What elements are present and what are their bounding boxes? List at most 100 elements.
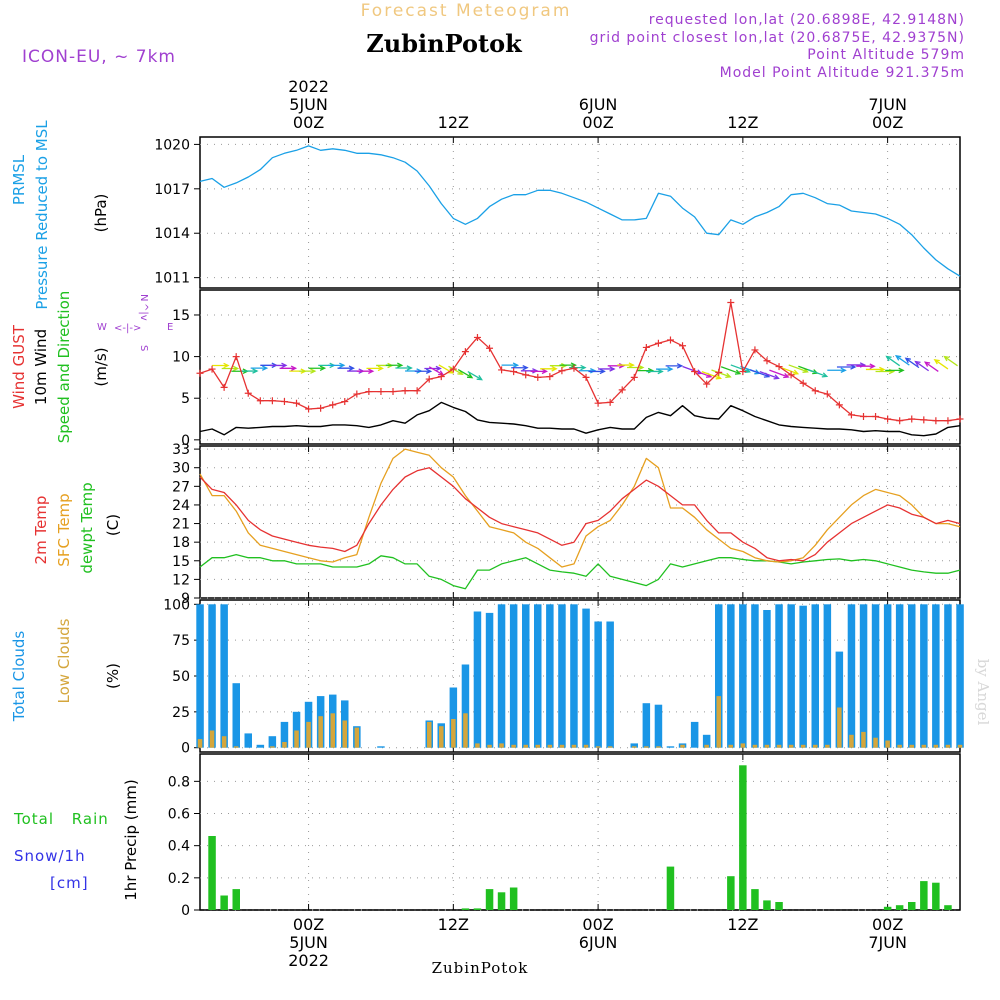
wind-gust-marker — [293, 399, 301, 407]
rain-bar — [944, 905, 952, 910]
wind-direction-arrowhead — [618, 363, 626, 369]
total-clouds-bar — [497, 604, 506, 748]
pressure-frame — [199, 136, 961, 289]
wind-direction-arrowhead — [281, 362, 288, 369]
top-time-label: 00Z — [872, 113, 903, 132]
rain-bar — [763, 900, 771, 910]
wind10-line — [199, 401, 961, 437]
bottom-time-label: 2022 — [288, 951, 329, 970]
rain-bar — [739, 765, 747, 910]
wind-direction-arrowhead — [590, 368, 597, 374]
wind-gust-marker — [244, 389, 252, 397]
wind-direction-arrow — [467, 370, 482, 381]
wind-direction-arrowhead — [904, 357, 911, 364]
sfc-temp-label: SFC Temp — [55, 493, 73, 566]
wind-direction-arrowhead — [348, 365, 355, 371]
wind-direction-arrowhead — [628, 362, 635, 368]
total-clouds-bar — [594, 621, 602, 748]
total-clouds-bar — [787, 604, 795, 748]
clouds-ytick-label: 50 — [172, 669, 190, 685]
total-clouds-bar — [823, 604, 832, 748]
wind-gust-marker — [534, 373, 542, 381]
wind-direction-arrowhead — [406, 365, 413, 371]
low-clouds-bar — [873, 737, 878, 748]
wind-direction-arrowhead — [310, 368, 317, 374]
rain-bar — [232, 889, 240, 910]
rain-ytick-label: 0.2 — [168, 871, 190, 887]
t2m-line — [199, 467, 961, 562]
rain-bar — [932, 882, 940, 910]
wind-direction-arrow — [924, 361, 939, 372]
meteogram-title: Forecast Meteogram — [361, 1, 572, 21]
wind-gust-marker — [341, 398, 349, 406]
wind-gust-marker — [461, 348, 469, 356]
total-clouds-bar — [739, 604, 747, 748]
rain-ytick-label: 0.8 — [168, 774, 190, 790]
wind-gust-marker — [437, 373, 445, 381]
svg-text:E: E — [167, 322, 173, 333]
wind-direction-arrow — [915, 361, 930, 372]
rain-bar — [509, 887, 518, 910]
wind-direction-arrowhead — [232, 365, 240, 372]
wind-gust-marker — [727, 298, 735, 306]
wind-direction-arrowhead — [599, 368, 606, 375]
total-clouds-bar — [690, 721, 699, 748]
low-clouds-bar — [233, 746, 239, 748]
wind-gust-marker — [329, 401, 337, 409]
wind-direction-arrowhead — [609, 366, 616, 372]
wind-gust-marker — [377, 388, 385, 396]
wind-gust-marker — [522, 371, 530, 379]
low-clouds-bar — [475, 743, 480, 748]
wind-gust-marker — [280, 398, 288, 406]
bottom-time-label: 00Z — [293, 915, 324, 934]
total-clouds-bar — [522, 604, 530, 748]
wind-direction-arrowhead — [319, 365, 327, 371]
rain-bar — [666, 866, 675, 910]
pressure-ytick-label: 1011 — [154, 271, 190, 287]
wind-direction-arrowhead — [261, 365, 269, 371]
cloud-labels: Total Clouds Low Clouds (%) — [10, 618, 122, 722]
pressure-ytick-label: 1014 — [154, 226, 190, 242]
rain-bar — [208, 836, 216, 910]
model-point-altitude: Model Point Altitude 921.375m — [720, 65, 965, 81]
low-clouds-bar — [487, 744, 492, 748]
wind-gust-marker — [413, 387, 421, 395]
low-clouds-bar — [680, 744, 685, 748]
wind-direction-arrowhead — [223, 362, 230, 369]
top-time-label: 00Z — [582, 113, 613, 132]
wind-direction-arrowhead — [551, 366, 558, 372]
temperature-panel: 9 12 15 18 21 24 27 30 33 — [172, 442, 961, 607]
rain-ytick-label: 0.4 — [168, 839, 190, 855]
wind-direction-arrow — [759, 370, 779, 380]
low-clouds-bar — [752, 744, 758, 748]
wind-direction-arrowhead — [943, 355, 950, 362]
wind-direction-arrow — [457, 369, 473, 379]
wind-gust-marker — [642, 343, 650, 351]
wind-gust-marker — [859, 413, 867, 421]
top-time-label: 6JUN — [579, 95, 618, 114]
low-clouds-bar — [221, 736, 227, 748]
wind-direction-arrowhead — [667, 366, 674, 372]
wind-direction-arrow — [778, 366, 799, 375]
dewpt-label: dewpt Temp — [78, 482, 96, 573]
wind-gust-marker — [799, 379, 807, 387]
total-clouds-bar — [606, 621, 614, 748]
wind-direction-arrowhead — [397, 362, 404, 368]
wind-gust-marker — [703, 380, 711, 388]
total-clouds-bar — [727, 604, 735, 748]
wind-direction-arrow — [448, 365, 463, 375]
pressure-unit: (hPa) — [92, 194, 110, 233]
wind-labels: Wind GUST 10m Wind Speed and Direction (… — [10, 291, 173, 444]
total-clouds-bar — [377, 746, 385, 748]
low-clouds-bar — [270, 746, 275, 748]
low-clouds-bar — [885, 740, 890, 748]
wind-gust-marker — [775, 363, 783, 371]
low-clouds-bar — [547, 744, 553, 748]
low-clouds-bar — [523, 744, 528, 748]
wind-gust-line — [199, 301, 961, 422]
wind-direction-arrowhead — [783, 372, 790, 379]
wind-direction-arrowhead — [715, 374, 723, 380]
wind-gust-marker — [618, 386, 626, 394]
wind-direction-arrowhead — [933, 358, 940, 365]
wind-direction-arrow — [749, 369, 770, 378]
